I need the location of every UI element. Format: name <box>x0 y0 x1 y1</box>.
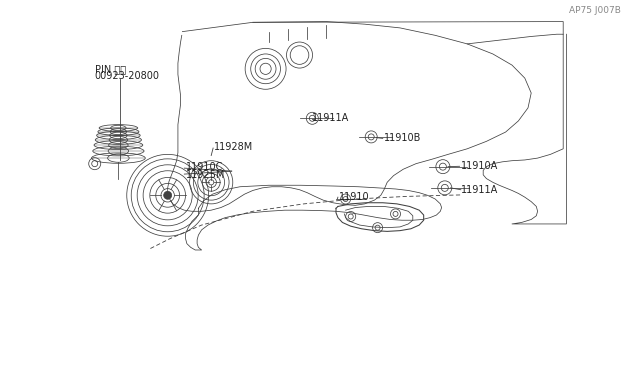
Text: 11910: 11910 <box>339 192 370 202</box>
Text: 11911A: 11911A <box>461 185 498 195</box>
Text: AP75 J007B: AP75 J007B <box>569 6 621 15</box>
Text: 11910A: 11910A <box>461 161 498 170</box>
Text: PIN ピン: PIN ピン <box>95 64 126 74</box>
Text: 11910B: 11910B <box>384 133 421 142</box>
Text: 00923-20800: 00923-20800 <box>95 71 160 81</box>
Text: 11925M: 11925M <box>186 170 225 180</box>
Text: 11910C: 11910C <box>186 163 223 172</box>
Circle shape <box>164 191 172 199</box>
Text: 11911A: 11911A <box>312 113 349 123</box>
Text: 11928M: 11928M <box>214 142 253 152</box>
